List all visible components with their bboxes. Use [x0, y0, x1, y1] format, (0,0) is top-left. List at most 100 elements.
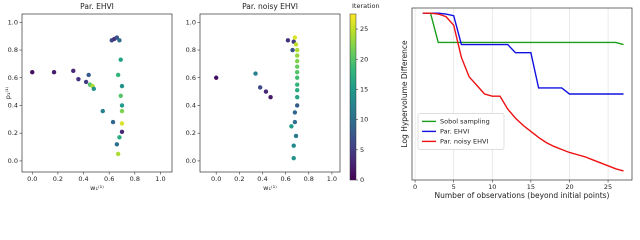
x-axis-label: w₁⁽¹⁾ [263, 184, 277, 192]
figure: Par. EHVI 0.0 0.2 0.4 0.6 0.8 1.0 0.0 0.2 0.4 0.6 0… [4, 2, 633, 200]
point [294, 53, 300, 58]
chart-title: Par. EHVI [80, 2, 114, 11]
y-tick-label: 0.2 [186, 129, 196, 137]
x-tick-label: 0.0 [27, 175, 37, 183]
y-tick-label: 1.0 [186, 18, 196, 26]
point [294, 103, 300, 108]
point [290, 47, 295, 53]
point [285, 38, 291, 43]
colorbar-tick-label: 25 [360, 25, 368, 33]
point [110, 119, 116, 125]
colorbar-tick-label: 0 [360, 176, 364, 184]
colorbar [349, 13, 357, 181]
point [268, 94, 273, 100]
y-tick-label: 0.8 [186, 46, 196, 54]
point [294, 75, 300, 80]
y-tick-label: 0.6 [186, 74, 196, 82]
point [114, 142, 120, 147]
x-tick-label: 0.0 [211, 175, 221, 183]
point [76, 76, 81, 82]
point [289, 124, 294, 129]
plot-area [411, 7, 633, 181]
point [83, 79, 89, 85]
y-axis-label: Log Hypervolume Difference [400, 40, 409, 148]
y-tick-label: 0.4 [8, 101, 18, 109]
point [118, 57, 123, 62]
point [100, 108, 105, 114]
y-tick-label: 0.2 [8, 129, 18, 137]
point [294, 47, 300, 53]
point [86, 72, 91, 78]
point [213, 75, 219, 80]
y-axis-label: p₁⁽¹⁾ [4, 86, 12, 99]
x-tick-label: 1.0 [155, 175, 165, 183]
legend-box [417, 113, 505, 150]
point [294, 88, 300, 93]
line [422, 12, 624, 172]
point [117, 38, 122, 43]
point [119, 121, 125, 126]
point [30, 70, 35, 75]
colorbar-tick-label: 15 [360, 85, 368, 93]
colorbar-tick-label: 10 [360, 116, 368, 124]
point [293, 42, 299, 47]
x-tick-label: 20 [565, 183, 573, 191]
point [71, 68, 76, 74]
point [115, 72, 121, 78]
colorbar-tick-label: 20 [360, 55, 368, 63]
x-axis-label: w₁⁽¹⁾ [90, 184, 104, 192]
point [291, 143, 296, 148]
point [291, 155, 296, 161]
point [119, 129, 125, 135]
x-tick-label: 0.6 [104, 175, 114, 183]
x-tick-label: 0.2 [53, 175, 63, 183]
point [293, 133, 299, 139]
x-axis-label: Number of observations (beyond initial p… [435, 191, 610, 200]
plot-area [199, 13, 341, 173]
line [422, 12, 624, 46]
point [257, 85, 263, 90]
point [118, 93, 123, 98]
x-tick-label: 0.8 [130, 175, 140, 183]
y-tick-label: 0.8 [8, 46, 18, 54]
point [119, 108, 125, 114]
y-tick-label: 0.6 [8, 74, 18, 82]
point [294, 82, 300, 87]
y-tick-label: 0.0 [186, 157, 196, 165]
point [117, 135, 122, 140]
x-tick-label: 15 [527, 183, 535, 191]
point [119, 83, 125, 89]
point [294, 64, 300, 69]
point [294, 94, 300, 100]
point [294, 70, 300, 75]
point [294, 58, 300, 64]
point [119, 103, 125, 108]
point [51, 70, 57, 75]
y-tick-label: 0.4 [186, 101, 196, 109]
point [253, 71, 258, 76]
x-tick-label: 0.2 [234, 175, 244, 183]
x-tick-label: 10 [488, 183, 496, 191]
x-tick-label: 1.0 [327, 175, 337, 183]
plot-area [21, 13, 173, 173]
point [115, 151, 121, 157]
legend-label: Par. EHVI [440, 127, 469, 135]
colorbar-tick-label: 5 [360, 146, 364, 154]
x-tick-label: 0.6 [280, 175, 290, 183]
x-tick-label: 0.4 [257, 175, 267, 183]
x-tick-label: 0.4 [78, 175, 88, 183]
x-tick-label: 0 [413, 183, 417, 191]
point [91, 86, 96, 92]
x-tick-label: 0.8 [304, 175, 314, 183]
point [114, 35, 120, 40]
y-tick-label: 1.0 [8, 18, 18, 26]
point [292, 35, 298, 40]
x-tick-label: 25 [604, 183, 612, 191]
chart-title: Par. noisy EHVI [242, 2, 298, 11]
legend-label: Sobol sampling [440, 117, 490, 125]
line [422, 12, 624, 95]
colorbar-label: Iteration [352, 2, 380, 10]
legend-label: Par. noisy EHVI [440, 137, 488, 145]
x-tick-label: 5 [452, 183, 456, 191]
point [292, 119, 298, 125]
